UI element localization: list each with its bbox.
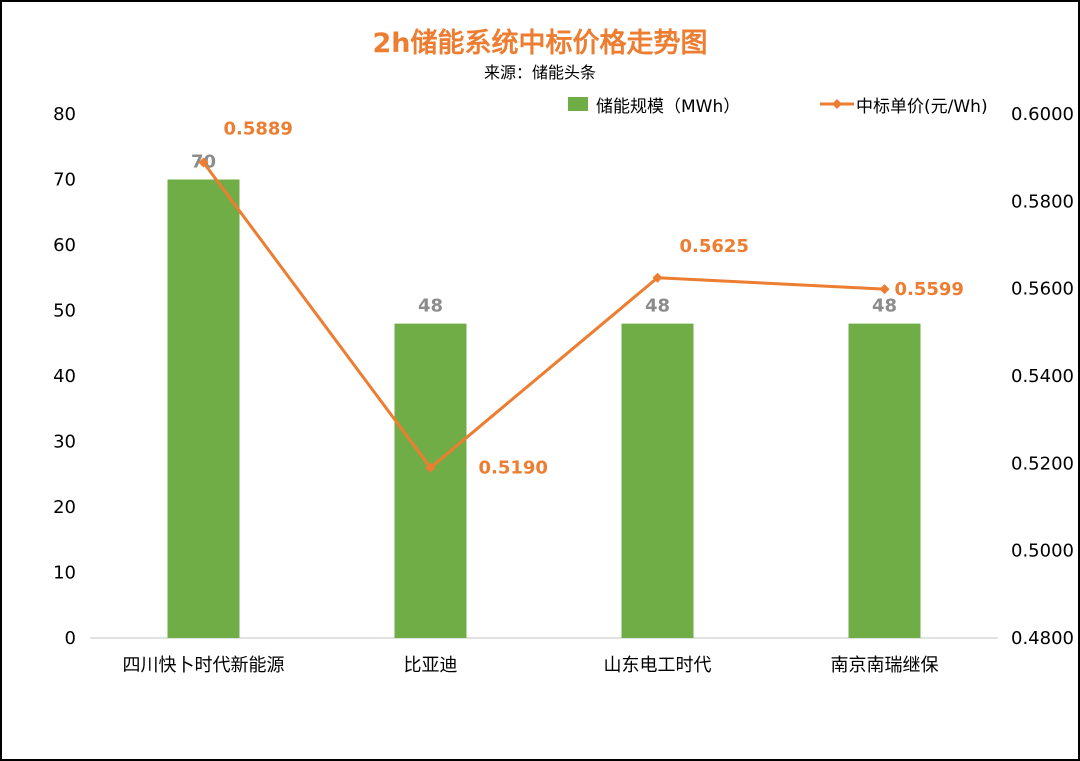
bar	[848, 323, 921, 638]
category-label: 比亚迪	[404, 655, 458, 676]
bar	[621, 323, 694, 638]
bar-value-labels: 70484848	[191, 152, 897, 317]
right-tick-label: 0.5800	[1011, 191, 1074, 212]
price-point	[652, 272, 663, 283]
chart-title: 2h储能系统中标价格走势图	[372, 27, 707, 59]
right-tick-label: 0.5000	[1011, 541, 1074, 562]
left-tick-label: 60	[53, 235, 76, 256]
bar	[167, 179, 240, 638]
left-axis-ticks: 0 10 20 30 40 50 60 70 80	[53, 104, 76, 649]
price-point	[425, 462, 436, 473]
price-point	[198, 157, 209, 168]
left-tick-label: 40	[53, 366, 76, 387]
price-point	[879, 284, 890, 295]
price-value-label: 0.5625	[680, 236, 749, 257]
category-label: 南京南瑞继保	[831, 655, 939, 676]
left-tick-label: 70	[53, 170, 76, 191]
category-label: 四川快卜时代新能源	[123, 655, 285, 676]
right-tick-label: 0.5600	[1011, 279, 1074, 300]
price-value-label: 0.5190	[479, 458, 548, 479]
legend-label-line: 中标单价(元/Wh)	[856, 97, 988, 117]
legend-swatch-marker	[832, 99, 842, 109]
right-tick-label: 0.5400	[1011, 366, 1074, 387]
legend-swatch-bar	[568, 97, 588, 111]
bar-value-label: 48	[872, 296, 897, 317]
legend: 储能规模（MWh） 中标单价(元/Wh)	[568, 97, 988, 117]
left-tick-label: 20	[53, 497, 76, 518]
chart-subtitle: 来源：储能头条	[484, 63, 596, 82]
category-label: 山东电工时代	[604, 655, 712, 676]
bar-value-label: 48	[418, 296, 443, 317]
price-line-series	[198, 157, 890, 473]
right-axis-ticks: 0.4800 0.5000 0.5200 0.5400 0.5600 0.5800 0.60…	[1011, 104, 1074, 649]
bar-value-label: 48	[645, 296, 670, 317]
left-tick-label: 10	[53, 563, 76, 584]
left-tick-label: 80	[53, 104, 76, 125]
price-value-label: 0.5889	[224, 118, 293, 139]
left-tick-label: 0	[65, 628, 76, 649]
category-labels: 四川快卜时代新能源 比亚迪 山东电工时代 南京南瑞继保	[123, 655, 939, 676]
bar-series	[167, 179, 921, 638]
left-tick-label: 50	[53, 301, 76, 322]
legend-label-bar: 储能规模（MWh）	[596, 97, 740, 117]
price-value-label: 0.5599	[895, 279, 964, 300]
right-tick-label: 0.5200	[1011, 453, 1074, 474]
price-line	[202, 161, 885, 470]
left-tick-label: 30	[53, 432, 76, 453]
price-value-labels: 0.5889 0.5190 0.5625 0.5599	[224, 118, 964, 478]
right-tick-label: 0.4800	[1011, 628, 1074, 649]
right-tick-label: 0.6000	[1011, 104, 1074, 125]
bar	[394, 323, 467, 638]
